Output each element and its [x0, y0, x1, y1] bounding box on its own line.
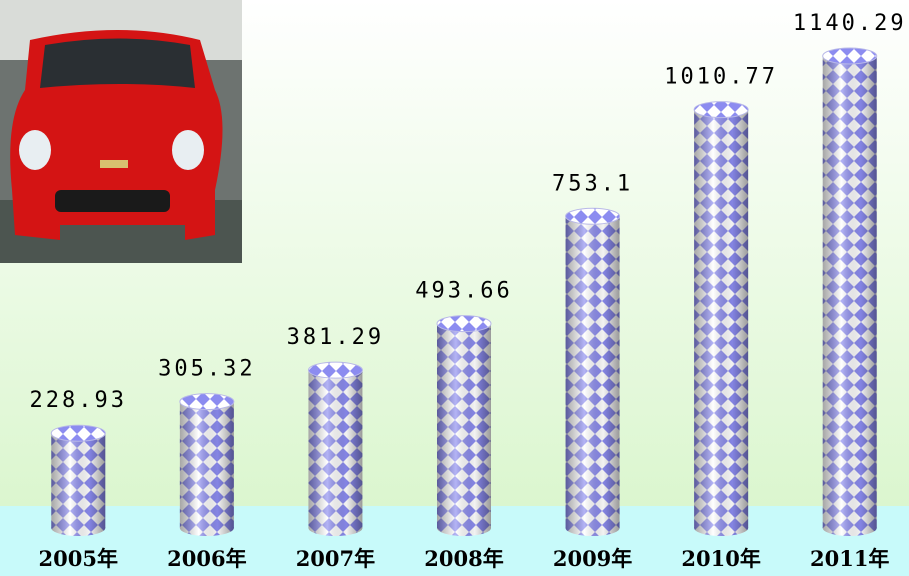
x-tick-label: 2006年 [167, 546, 246, 571]
bar-top [436, 315, 492, 333]
value-label: 493.66 [415, 279, 512, 304]
bar-top [50, 424, 106, 442]
x-tick-label: 2011年 [810, 546, 889, 571]
bar-shade [308, 370, 363, 528]
bar-top [179, 393, 235, 411]
value-label: 1010.77 [664, 65, 778, 90]
x-tick-label: 2010年 [681, 546, 760, 571]
bar-shade [179, 401, 234, 528]
bar-top [693, 101, 749, 119]
x-tick-label: 2008年 [424, 546, 503, 571]
x-tick-label: 2009年 [553, 546, 632, 571]
bar-shade [437, 323, 491, 528]
bar-top [822, 47, 878, 65]
bar-top [307, 361, 363, 379]
value-label: 1140.29 [793, 11, 907, 36]
value-label: 381.29 [287, 325, 384, 350]
bar-shade [565, 216, 620, 528]
bar-shade [822, 56, 877, 528]
bar-shade [694, 109, 749, 528]
value-label: 228.93 [30, 388, 127, 413]
bar-shade [51, 433, 106, 528]
value-label: 305.32 [158, 357, 255, 382]
car-photo [0, 0, 242, 263]
bar-top [565, 207, 621, 225]
x-tick-label: 2007年 [296, 546, 375, 571]
value-label: 753.1 [552, 171, 633, 196]
x-tick-label: 2005年 [39, 546, 118, 571]
